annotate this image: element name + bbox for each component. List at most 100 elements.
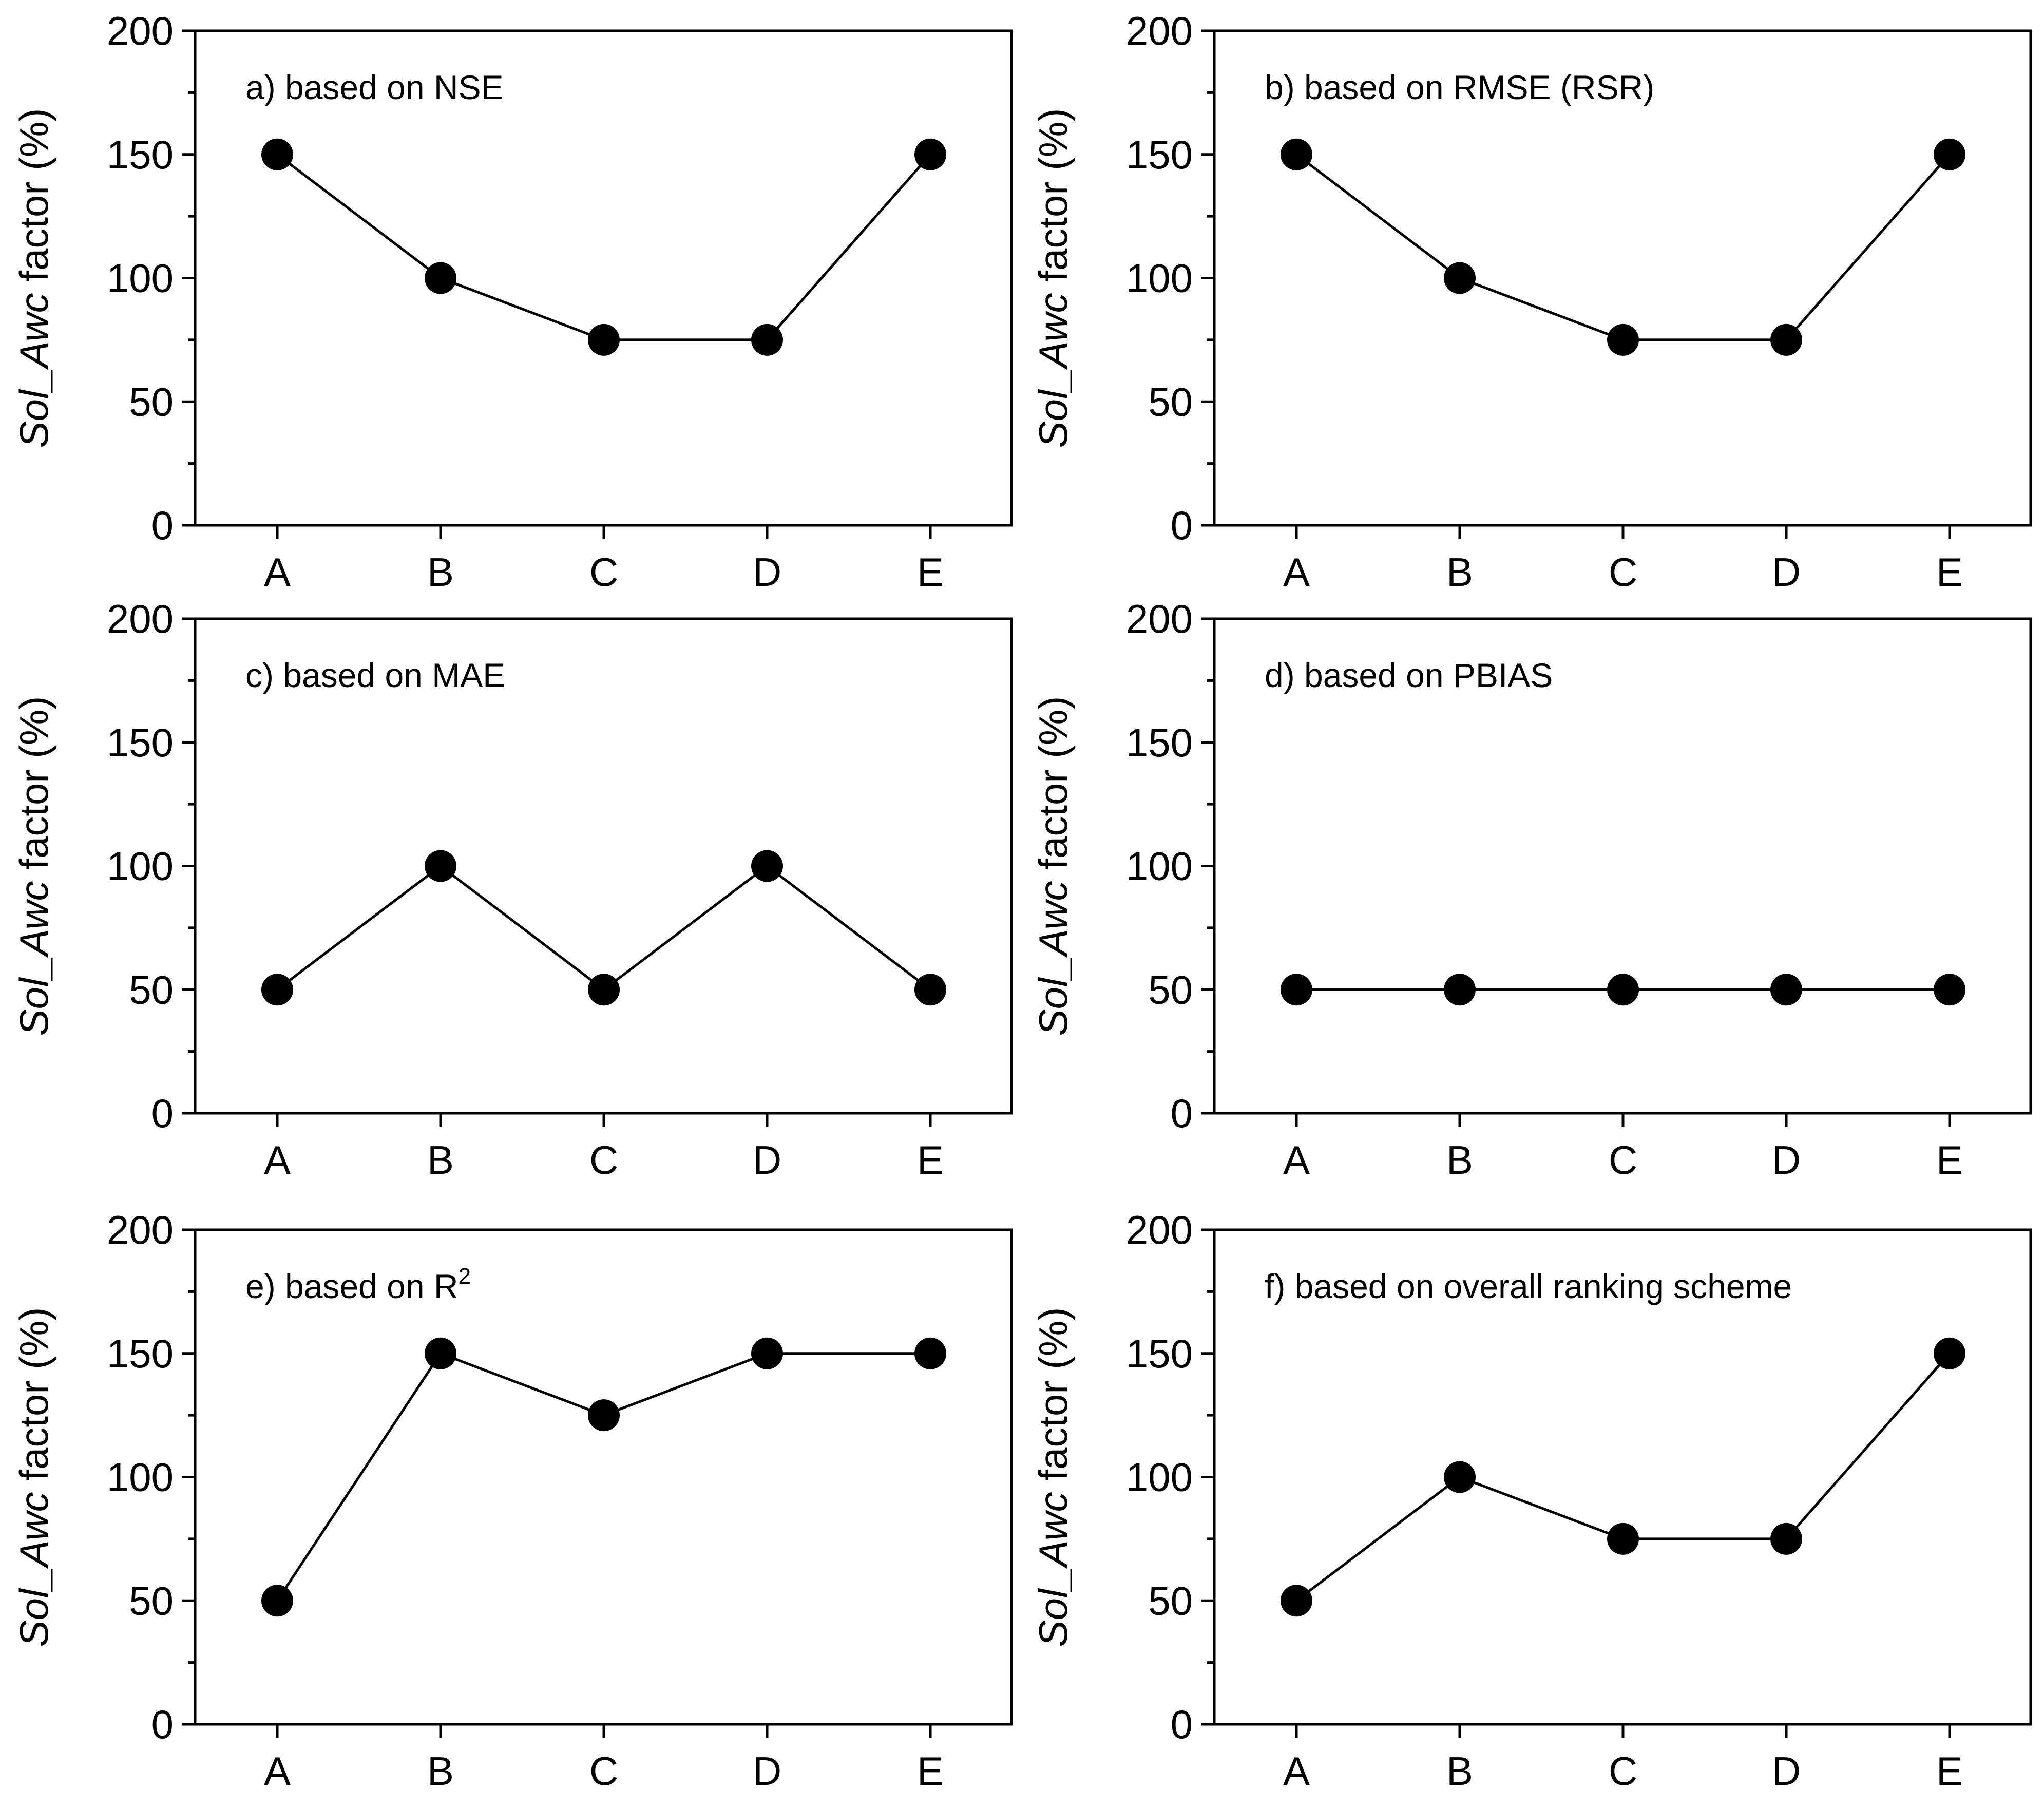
y-tick-label: 50 [1148,379,1193,424]
y-tick-label: 50 [1148,967,1193,1012]
panel-title: a) based on NSE [245,68,504,106]
x-tick-label: E [1936,549,1963,595]
y-axis-title-rest: factor (%) [1030,1307,1076,1492]
y-tick-label: 150 [107,720,174,765]
x-tick-label: C [589,549,618,595]
x-tick-label: A [264,549,291,595]
y-tick-label: 0 [1171,1702,1193,1747]
data-point-A [1281,1585,1312,1617]
data-point-C [1607,974,1639,1006]
x-tick-label: D [753,1137,781,1183]
x-tick-label: C [1609,549,1637,595]
panel-title: f) based on overall ranking scheme [1265,1267,1792,1305]
y-tick-label: 150 [107,1331,174,1376]
data-point-C [588,1399,620,1432]
data-point-E [1934,974,1965,1006]
data-point-A [261,974,293,1006]
y-tick-label: 50 [129,379,174,424]
y-tick-label: 50 [1148,1578,1193,1623]
y-tick-label: 0 [151,1702,174,1747]
series-line [276,153,931,341]
x-tick-label: A [1283,1748,1310,1794]
y-axis-title-rest: factor (%) [1030,696,1076,881]
data-point-B [425,850,456,882]
data-point-D [1770,974,1802,1006]
y-axis-title-italic: Sol_Awc [11,881,56,1036]
y-tick-label: 100 [107,1455,174,1500]
x-tick-label: C [1609,1748,1637,1794]
panel-title-main: f) based on overall ranking scheme [1265,1267,1792,1305]
panel-title-main: d) based on PBIAS [1265,656,1553,694]
series-line [1295,153,1951,341]
y-axis-title-rest: factor (%) [11,696,56,881]
data-point-D [1770,323,1802,356]
data-point-E [1934,1337,1965,1369]
y-tick-label: 0 [151,503,174,548]
x-tick-label: D [1772,549,1801,595]
x-tick-label: D [753,549,781,595]
x-tick-label: E [917,549,944,595]
x-tick-label: C [1609,1137,1637,1183]
y-tick-label: 200 [1126,8,1193,53]
y-axis-title-rest: factor (%) [11,1307,56,1492]
data-point-E [914,138,946,170]
chart-panel-e: 0 50 100 150 200 A B C D E Sol_Awc factor (%) e) ba… [11,1207,1013,1794]
x-tick-label: A [1283,549,1310,595]
data-point-C [588,974,620,1006]
y-axis-title-italic: Sol_Awc [1030,1492,1076,1647]
data-point-E [914,974,946,1006]
panel-title: d) based on PBIAS [1265,656,1553,694]
x-tick-label: C [589,1748,618,1794]
series-line [1295,1353,1951,1602]
y-tick-label: 200 [1126,1207,1193,1252]
y-tick-label: 50 [129,1578,174,1623]
data-point-D [751,1337,783,1369]
y-tick-label: 50 [129,967,174,1012]
panel-title: b) based on RMSE (RSR) [1265,68,1654,106]
y-tick-label: 200 [107,8,174,53]
y-axis-title: Sol_Awc factor (%) [11,696,56,1036]
series-line [276,864,931,992]
x-tick-label: D [1772,1748,1801,1794]
y-axis-title-italic: Sol_Awc [1030,293,1076,448]
panel-title-main: e) based on R [245,1267,459,1305]
y-tick-label: 0 [1171,1091,1193,1136]
x-tick-label: A [1283,1137,1310,1183]
data-point-D [1770,1522,1802,1555]
chart-panel-a: 0 50 100 150 200 A B C D E Sol_Awc factor (%) a) ba… [11,8,1013,595]
x-tick-label: D [753,1748,781,1794]
x-tick-label: E [1936,1748,1963,1794]
y-axis-title: Sol_Awc factor (%) [11,1307,56,1647]
data-point-B [425,262,456,294]
data-point-B [425,1337,456,1369]
x-tick-label: B [427,1137,454,1183]
y-tick-label: 100 [107,256,174,301]
y-axis-title: Sol_Awc factor (%) [1030,108,1076,448]
y-tick-label: 200 [107,1207,174,1252]
data-point-E [914,1337,946,1369]
x-tick-label: B [1446,549,1473,595]
y-axis-title: Sol_Awc factor (%) [1030,696,1076,1036]
panel-title-main: c) based on MAE [245,656,505,694]
x-tick-label: A [264,1137,291,1183]
data-point-C [1607,1522,1639,1555]
panel-title-superscript: 2 [459,1264,471,1289]
x-tick-label: C [589,1137,618,1183]
data-point-A [261,1585,293,1617]
y-tick-label: 150 [1126,720,1193,765]
chart-panel-c: 0 50 100 150 200 A B C D E Sol_Awc factor (%) c) ba… [11,596,1013,1183]
y-tick-label: 200 [1126,596,1193,641]
y-tick-label: 100 [1126,1455,1193,1500]
data-point-B [1444,974,1476,1006]
panel-title: c) based on MAE [245,656,505,694]
y-axis-title-rest: factor (%) [11,108,56,293]
data-point-C [1607,323,1639,356]
data-point-D [751,323,783,356]
series-line [276,1352,930,1602]
y-tick-label: 150 [1126,1331,1193,1376]
data-point-D [751,850,783,882]
x-tick-label: E [1936,1137,1963,1183]
y-tick-label: 200 [107,596,174,641]
y-tick-label: 100 [107,844,174,889]
